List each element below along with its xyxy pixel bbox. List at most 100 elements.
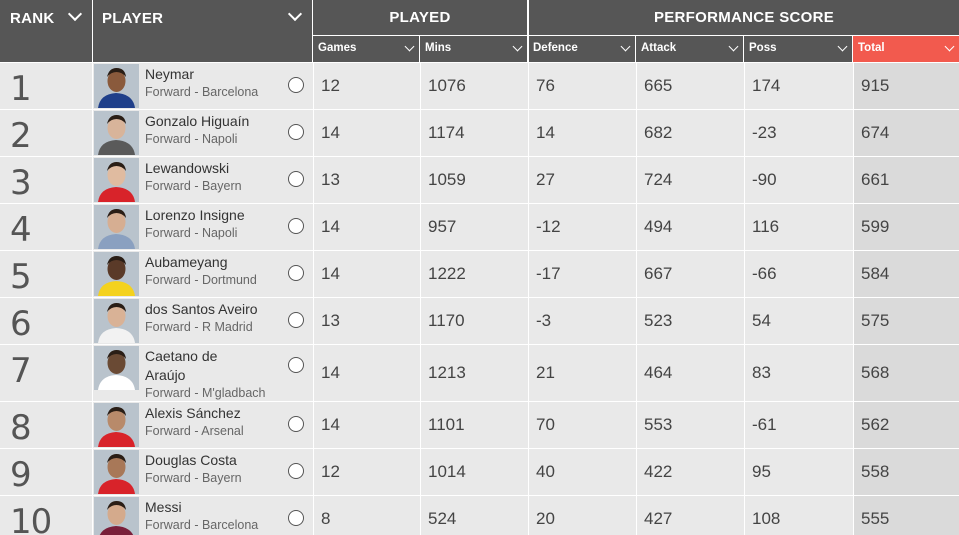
- player-cell[interactable]: Aubameyang Forward - Dortmund: [92, 251, 313, 297]
- player-name[interactable]: Messi: [145, 499, 182, 515]
- mins-header[interactable]: Mins: [420, 36, 527, 62]
- player-select-radio[interactable]: [288, 77, 304, 93]
- player-name[interactable]: Neymar: [145, 66, 195, 82]
- defence-sort-chevron-icon[interactable]: [620, 41, 631, 52]
- poss-cell-value: -23: [752, 123, 777, 142]
- player-select-radio[interactable]: [288, 218, 304, 234]
- games-header[interactable]: Games: [313, 36, 419, 62]
- attack-cell: 665: [636, 63, 744, 109]
- player-select-radio[interactable]: [288, 312, 304, 328]
- poss-sort-chevron-icon[interactable]: [837, 41, 848, 52]
- player-name[interactable]: Aubameyang: [145, 254, 228, 270]
- games-cell-value: 12: [321, 462, 340, 481]
- table-row[interactable]: 4 Lorenzo Insigne Forward - Napoli 14 957 -12…: [0, 204, 959, 250]
- player-cell[interactable]: Alexis Sánchez Forward - Arsenal: [92, 402, 313, 448]
- player-select-radio[interactable]: [288, 463, 304, 479]
- column-divider: [744, 63, 745, 109]
- player-name[interactable]: dos Santos Aveiro: [145, 301, 258, 317]
- player-sort-chevron-icon[interactable]: [287, 6, 303, 22]
- attack-sort-chevron-icon[interactable]: [728, 41, 739, 52]
- column-divider: [528, 402, 529, 448]
- games-sort-chevron-icon[interactable]: [404, 41, 415, 52]
- player-cell[interactable]: Douglas Costa Forward - Bayern: [92, 449, 313, 495]
- player-select-radio[interactable]: [288, 124, 304, 140]
- player-cell[interactable]: Neymar Forward - Barcelona: [92, 63, 313, 109]
- rank-sort-chevron-icon[interactable]: [67, 6, 83, 22]
- column-divider: [528, 449, 529, 495]
- player-cell[interactable]: Lewandowski Forward - Bayern: [92, 157, 313, 203]
- poss-header-label: Poss: [749, 42, 777, 54]
- player-position-team: Forward - R Madrid: [145, 320, 253, 334]
- attack-cell-value: 427: [644, 509, 673, 528]
- attack-header[interactable]: Attack: [636, 36, 743, 62]
- mins-cell: 1014: [420, 449, 528, 495]
- defence-cell-value: 14: [536, 123, 555, 142]
- games-cell: 14: [313, 204, 420, 250]
- player-name[interactable]: Alexis Sánchez: [145, 405, 241, 421]
- total-cell: 661: [853, 157, 959, 203]
- player-select-radio[interactable]: [288, 171, 304, 187]
- mins-sort-chevron-icon[interactable]: [512, 41, 523, 52]
- total-cell: 584: [853, 251, 959, 297]
- rank-number: 10: [10, 502, 52, 535]
- player-cell[interactable]: Gonzalo Higuaín Forward - Napoli: [92, 110, 313, 156]
- column-divider: [92, 251, 93, 297]
- table-row[interactable]: 1 Neymar Forward - Barcelona 12 1076 76 665 174…: [0, 63, 959, 109]
- column-divider: [636, 157, 637, 203]
- defence-cell: 14: [528, 110, 636, 156]
- poss-cell-value: -66: [752, 264, 777, 283]
- column-divider: [313, 110, 314, 156]
- player-name[interactable]: Araújo: [145, 367, 186, 383]
- player-photo: [94, 252, 139, 296]
- player-cell[interactable]: Caetano de Araújo Forward - M'gladbach: [92, 345, 313, 401]
- column-divider: [313, 496, 314, 535]
- table-row[interactable]: 8 Alexis Sánchez Forward - Arsenal 14 1101 70…: [0, 402, 959, 448]
- defence-cell-value: 27: [536, 170, 555, 189]
- attack-cell: 667: [636, 251, 744, 297]
- attack-cell: 422: [636, 449, 744, 495]
- player-name[interactable]: Caetano de: [145, 348, 218, 364]
- table-row[interactable]: 9 Douglas Costa Forward - Bayern 12 1014 40 42…: [0, 449, 959, 495]
- poss-cell-value: -90: [752, 170, 777, 189]
- player-cell[interactable]: dos Santos Aveiro Forward - R Madrid: [92, 298, 313, 344]
- player-name[interactable]: Lewandowski: [145, 160, 230, 176]
- rank-number: 8: [10, 408, 32, 448]
- mins-header-label: Mins: [425, 42, 452, 54]
- total-cell-value: 599: [861, 217, 890, 236]
- poss-header[interactable]: Poss: [744, 36, 852, 62]
- defence-header[interactable]: Defence: [529, 36, 635, 62]
- player-select-radio[interactable]: [288, 510, 304, 526]
- column-divider: [420, 251, 421, 297]
- rank-header[interactable]: RANK: [0, 0, 92, 62]
- rank-number: 6: [10, 304, 32, 344]
- defence-cell-value: -12: [536, 217, 561, 236]
- player-select-radio[interactable]: [288, 416, 304, 432]
- rank-number: 3: [10, 163, 32, 203]
- table-row[interactable]: 2 Gonzalo Higuaín Forward - Napoli 14 1174 14…: [0, 110, 959, 156]
- table-row[interactable]: 10 Messi Forward - Barcelona 8 524 20 427 108 55…: [0, 496, 959, 535]
- player-header[interactable]: PLAYER: [93, 0, 312, 62]
- player-cell[interactable]: Lorenzo Insigne Forward - Napoli: [92, 204, 313, 250]
- column-divider: [420, 402, 421, 448]
- total-sort-chevron-icon[interactable]: [944, 41, 955, 52]
- player-name[interactable]: Lorenzo Insigne: [145, 207, 245, 223]
- table-row[interactable]: 7 Caetano de Araújo Forward - M'gladbach 14 1…: [0, 345, 959, 401]
- rank-cell: 1: [0, 63, 92, 109]
- column-divider: [744, 251, 745, 297]
- table-row[interactable]: 3 Lewandowski Forward - Bayern 13 1059 27 724 -…: [0, 157, 959, 203]
- player-select-radio[interactable]: [288, 357, 304, 373]
- column-divider: [636, 63, 637, 109]
- player-name[interactable]: Gonzalo Higuaín: [145, 113, 250, 129]
- total-header[interactable]: Total: [853, 36, 959, 62]
- player-cell[interactable]: Messi Forward - Barcelona: [92, 496, 313, 535]
- player-name[interactable]: Douglas Costa: [145, 452, 237, 468]
- poss-cell-value: 83: [752, 363, 771, 382]
- player-position-team: Forward - Barcelona: [145, 518, 259, 532]
- table-row[interactable]: 5 Aubameyang Forward - Dortmund 14 1222 -17 66…: [0, 251, 959, 297]
- games-cell: 12: [313, 449, 420, 495]
- games-cell-value: 14: [321, 363, 340, 382]
- table-row[interactable]: 6 dos Santos Aveiro Forward - R Madrid 13 11…: [0, 298, 959, 344]
- player-select-radio[interactable]: [288, 265, 304, 281]
- poss-cell: 174: [744, 63, 853, 109]
- games-cell: 12: [313, 63, 420, 109]
